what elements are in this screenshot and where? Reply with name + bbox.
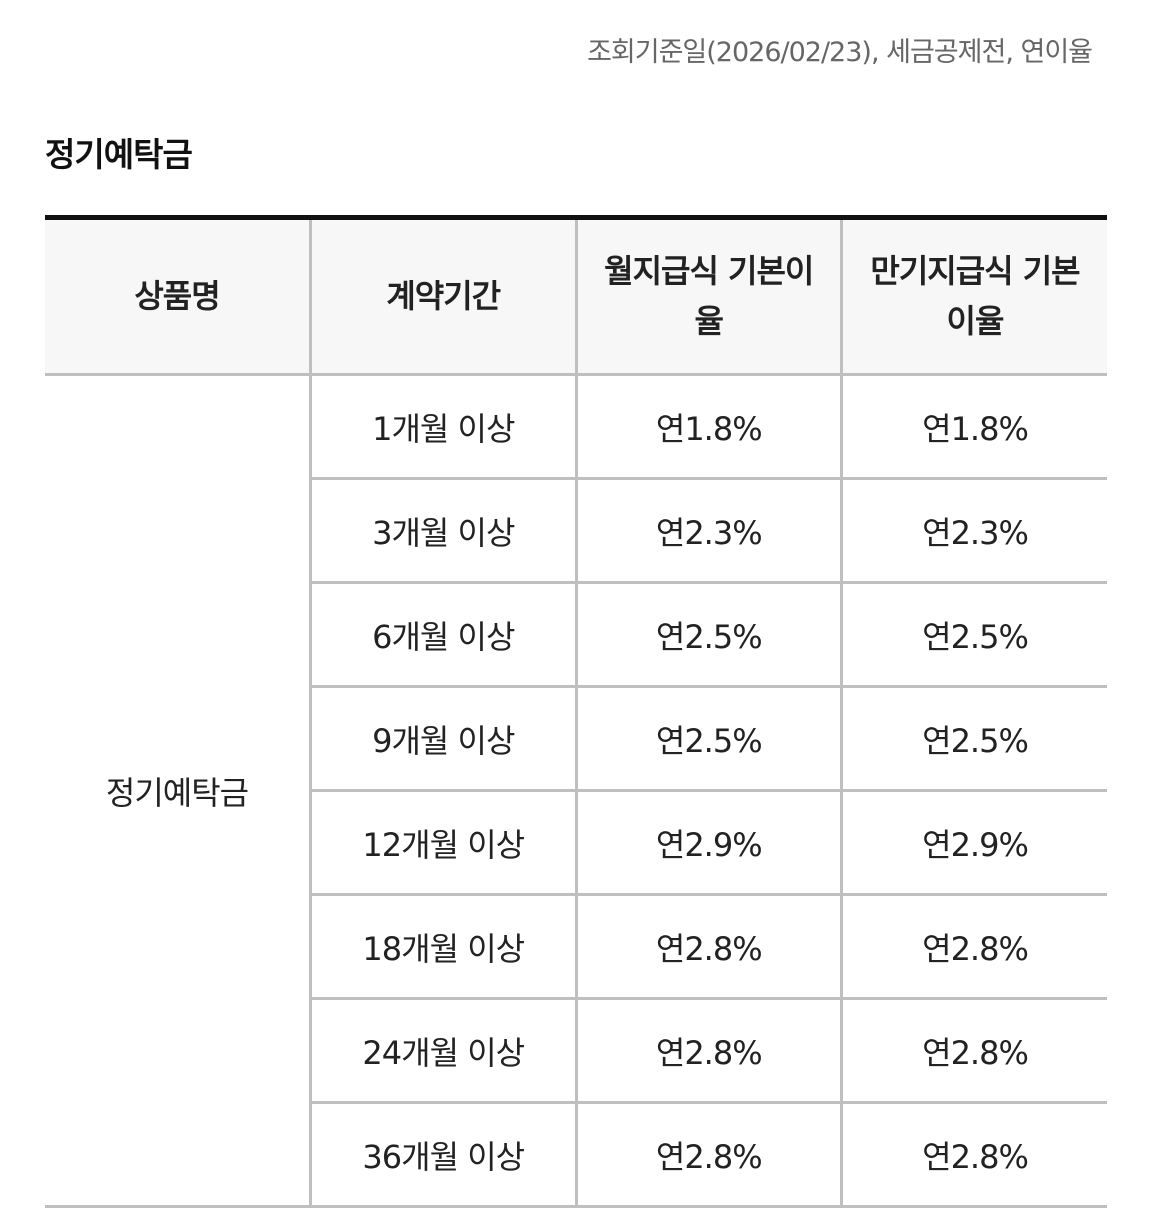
table-row: 24개월 이상 연2.8% 연2.8% <box>45 997 1107 1103</box>
maturity-rate-cell: 연2.8% <box>840 893 1107 999</box>
monthly-rate-cell: 연2.5% <box>574 685 842 791</box>
monthly-rate-cell: 연2.8% <box>574 1101 842 1207</box>
table-row: 18개월 이상 연2.8% 연2.8% <box>45 893 1107 999</box>
maturity-rate-cell: 연2.8% <box>840 997 1107 1103</box>
maturity-rate-cell: 연2.3% <box>840 477 1107 583</box>
term-cell: 18개월 이상 <box>309 893 576 999</box>
monthly-rate-cell: 연1.8% <box>574 373 842 479</box>
maturity-rate-cell: 연1.8% <box>840 373 1107 479</box>
header-product-name: 상품명 <box>45 217 311 376</box>
section-title: 정기예탁금 <box>45 135 193 174</box>
term-cell: 6개월 이상 <box>309 581 576 687</box>
term-cell: 1개월 이상 <box>309 373 576 479</box>
table-row: 정기예탁금 1개월 이상 연1.8% 연1.8% <box>45 373 1107 1207</box>
table-row: 12개월 이상 연2.9% 연2.9% <box>45 789 1107 895</box>
term-cell: 9개월 이상 <box>309 685 576 791</box>
header-maturity-rate: 만기지급식 기본이율 <box>840 217 1107 376</box>
term-cell: 24개월 이상 <box>309 997 576 1103</box>
interest-rate-table: 상품명 계약기간 월지급식 기본이율 만기지급식 기본이율 정기예탁금 1개월 … <box>45 215 1107 1208</box>
table-row: 3개월 이상 연2.3% 연2.3% <box>45 477 1107 583</box>
table-row: 9개월 이상 연2.5% 연2.5% <box>45 685 1107 791</box>
header-monthly-rate: 월지급식 기본이율 <box>574 217 842 376</box>
product-name-cell: 정기예탁금 <box>45 373 311 1207</box>
maturity-rate-cell: 연2.8% <box>840 1101 1107 1207</box>
maturity-rate-cell: 연2.9% <box>840 789 1107 895</box>
table-row: 36개월 이상 연2.8% 연2.8% <box>45 1101 1107 1207</box>
table-header-row: 상품명 계약기간 월지급식 기본이율 만기지급식 기본이율 <box>45 217 1107 376</box>
monthly-rate-cell: 연2.8% <box>574 997 842 1103</box>
monthly-rate-cell: 연2.3% <box>574 477 842 583</box>
term-cell: 3개월 이상 <box>309 477 576 583</box>
maturity-rate-cell: 연2.5% <box>840 685 1107 791</box>
term-cell: 12개월 이상 <box>309 789 576 895</box>
monthly-rate-cell: 연2.8% <box>574 893 842 999</box>
monthly-rate-cell: 연2.9% <box>574 789 842 895</box>
table-row: 6개월 이상 연2.5% 연2.5% <box>45 581 1107 687</box>
query-date-notice: 조회기준일(2026/02/23), 세금공제전, 연이율 <box>587 37 1093 68</box>
maturity-rate-cell: 연2.5% <box>840 581 1107 687</box>
term-cell: 36개월 이상 <box>309 1101 576 1207</box>
header-contract-term: 계약기간 <box>309 217 576 376</box>
monthly-rate-cell: 연2.5% <box>574 581 842 687</box>
